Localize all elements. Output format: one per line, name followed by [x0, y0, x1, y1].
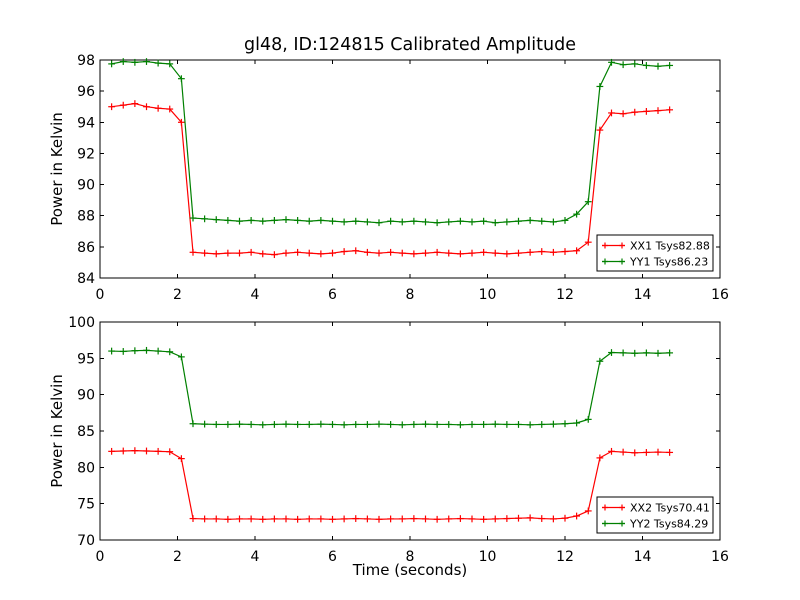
y-tick-label: 90 — [77, 388, 95, 404]
x-tick-label: 6 — [328, 287, 337, 303]
y-tick-label: 100 — [68, 315, 95, 331]
legend-box — [596, 496, 714, 534]
figure-title: gl48, ID:124815 Calibrated Amplitude — [244, 35, 576, 55]
y-tick-label: 98 — [77, 53, 95, 69]
x-tick-label: 0 — [96, 549, 105, 565]
y-tick-label: 80 — [77, 460, 95, 476]
legend-label: XX1 Tsys82.88 — [630, 240, 710, 253]
y-tick-label: 92 — [77, 146, 95, 162]
y-tick-label: 95 — [77, 351, 95, 367]
x-tick-label: 10 — [479, 549, 497, 565]
y-tick-label: 75 — [77, 497, 95, 513]
xlabel-bottom-plot: Time (seconds) — [352, 561, 468, 579]
y-tick-label: 88 — [77, 209, 95, 225]
legend-label: YY2 Tsys84.29 — [629, 518, 708, 531]
x-tick-label: 4 — [251, 549, 260, 565]
legend: XX1 Tsys82.88 YY1 Tsys86.23 — [596, 234, 714, 272]
subplot-bottom: 0 2 4 6 8 10 12 14 16 70 75 80 85 90 95 100 XX2 Tsys70.4… — [68, 315, 729, 565]
y-tick-label: 86 — [77, 240, 95, 256]
x-tick-label: 10 — [479, 287, 497, 303]
series-XX1 — [108, 100, 674, 259]
legend-box — [596, 234, 714, 272]
y-tick-label: 70 — [77, 533, 95, 549]
subplot-top: 0 2 4 6 8 10 12 14 16 84 86 88 90 92 94 96 98 XX1 Tsys82.… — [77, 53, 729, 303]
y-tick-label: 85 — [77, 424, 95, 440]
x-tick-label: 12 — [556, 549, 574, 565]
y-tick-label: 84 — [77, 271, 95, 287]
y-tick-label: 90 — [77, 178, 95, 194]
series-YY2 — [108, 346, 674, 429]
x-tick-label: 12 — [556, 287, 574, 303]
legend: XX2 Tsys70.41 YY2 Tsys84.29 — [596, 496, 714, 534]
x-tick-label: 14 — [634, 287, 652, 303]
x-tick-label: 2 — [173, 287, 182, 303]
x-tick-label: 4 — [251, 287, 260, 303]
ylabel-bottom-plot: Power in Kelvin — [48, 374, 66, 488]
ylabel-top-plot: Power in Kelvin — [48, 112, 66, 226]
x-tick-label: 16 — [711, 549, 729, 565]
series-XX2 — [108, 447, 674, 523]
x-tick-label: 8 — [406, 287, 415, 303]
series-YY1 — [108, 58, 674, 227]
x-tick-label: 2 — [173, 549, 182, 565]
y-tick-label: 96 — [77, 84, 95, 100]
x-tick-label: 0 — [96, 287, 105, 303]
x-tick-label: 16 — [711, 287, 729, 303]
x-tick-label: 14 — [634, 549, 652, 565]
legend-label: YY1 Tsys86.23 — [629, 256, 708, 269]
legend-label: XX2 Tsys70.41 — [630, 502, 710, 515]
x-tick-label: 6 — [328, 549, 337, 565]
y-tick-label: 94 — [77, 115, 95, 131]
x-tick-label: 8 — [406, 549, 415, 565]
